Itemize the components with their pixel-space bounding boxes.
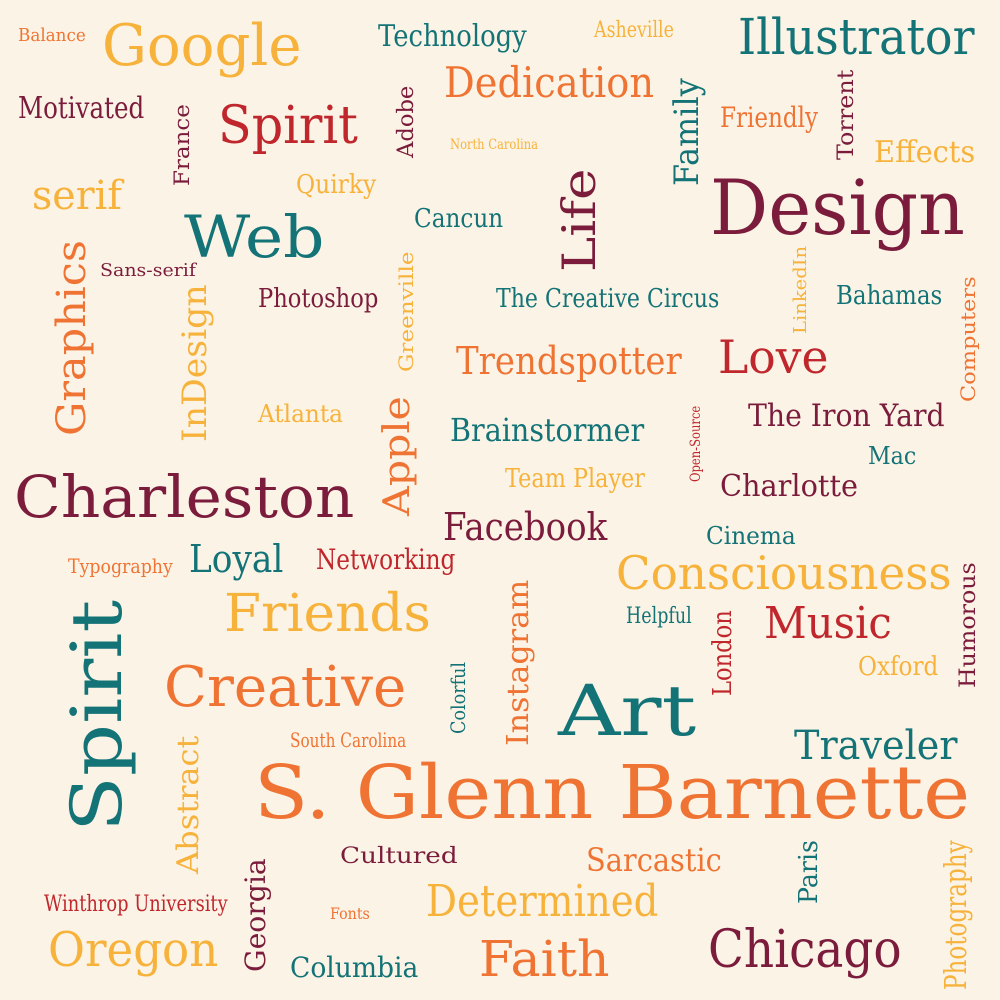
word-oxford: Oxford [858, 652, 939, 682]
word-s-glenn-barnette: S. Glenn Barnette [254, 750, 971, 836]
word-computers: Computers [956, 276, 980, 402]
word-creative: Creative [164, 655, 407, 720]
word-brainstormer: Brainstormer [450, 411, 645, 449]
word-indesign: InDesign [175, 284, 215, 442]
word-friendly: Friendly [720, 101, 819, 134]
word-greenville: Greenville [394, 251, 418, 372]
word-life: Life [552, 168, 606, 272]
word-consciousness: Consciousness [616, 546, 952, 600]
word-london: London [708, 610, 738, 696]
word-chicago: Chicago [708, 920, 902, 980]
word-cinema: Cinema [706, 522, 796, 550]
word-open-source: Open-Source [688, 405, 704, 482]
word-columbia: Columbia [290, 951, 419, 984]
word-typography: Typography [68, 554, 173, 578]
word-fonts: Fonts [330, 904, 370, 923]
word-family: Family [667, 78, 707, 186]
word-web: Web [184, 203, 325, 271]
word-atlanta: Atlanta [258, 400, 343, 428]
word-paris: Paris [794, 840, 824, 904]
word-art: Art [558, 670, 697, 752]
word-photoshop: Photoshop [258, 284, 379, 314]
word-charleston: Charleston [14, 463, 355, 531]
word-georgia: Georgia [239, 858, 272, 972]
word-winthrop-university: Winthrop University [44, 892, 228, 917]
word-abstract: Abstract [171, 735, 206, 874]
word-spirit-teal: Spirit [56, 599, 138, 832]
word-instagram: Instagram [501, 579, 536, 746]
word-apple: Apple [377, 396, 418, 516]
word-music: Music [764, 598, 892, 649]
word-linkedin: LinkedIn [790, 245, 811, 334]
word-cancun: Cancun [414, 204, 504, 234]
word-loyal: Loyal [189, 537, 284, 581]
word-sarcastic: Sarcastic [586, 841, 722, 879]
word-charlotte: Charlotte [720, 469, 859, 504]
word-north-carolina: North Carolina [450, 137, 538, 153]
word-sans-serif: Sans-serif [100, 260, 196, 281]
word-photography: Photography [939, 840, 974, 990]
word-graphics: Graphics [49, 239, 95, 436]
word-effects: Effects [874, 135, 976, 170]
word-quirky: Quirky [296, 170, 377, 200]
word-spirit-red: Spirit [218, 96, 358, 156]
word-oregon: Oregon [48, 922, 219, 978]
word-google: Google [102, 13, 302, 79]
word-motivated: Motivated [18, 91, 145, 126]
word-the-creative-circus: The Creative Circus [496, 284, 720, 314]
word-france: France [170, 104, 194, 186]
word-humorous: Humorous [956, 562, 981, 688]
word-dedication: Dedication [444, 58, 655, 107]
word-technology: Technology [378, 19, 527, 54]
word-networking: Networking [316, 543, 456, 576]
word-design: Design [710, 163, 965, 252]
word-torrent: Torrent [834, 69, 859, 160]
word-adobe: Adobe [394, 85, 419, 158]
word-mac: Mac [868, 442, 917, 470]
word-determined: Determined [426, 876, 659, 927]
word-trendspotter: Trendspotter [456, 339, 682, 383]
word-traveler: Traveler [794, 723, 958, 769]
word-cultured: Cultured [340, 844, 458, 869]
word-facebook: Facebook [443, 505, 608, 549]
word-faith: Faith [479, 930, 610, 988]
word-balance: Balance [18, 25, 86, 46]
word-the-iron-yard: The Iron Yard [748, 398, 945, 434]
word-love: Love [718, 330, 829, 384]
word-serif: serif [32, 173, 122, 219]
word-bahamas: Bahamas [836, 281, 943, 311]
word-illustrator: Illustrator [738, 8, 975, 66]
word-friends: Friends [224, 584, 431, 644]
word-colorful: Colorful [446, 661, 470, 734]
word-team-player: Team Player [505, 464, 645, 494]
word-south-carolina: South Carolina [290, 728, 407, 752]
word-helpful: Helpful [626, 604, 692, 629]
word-asheville: Asheville [594, 18, 674, 43]
